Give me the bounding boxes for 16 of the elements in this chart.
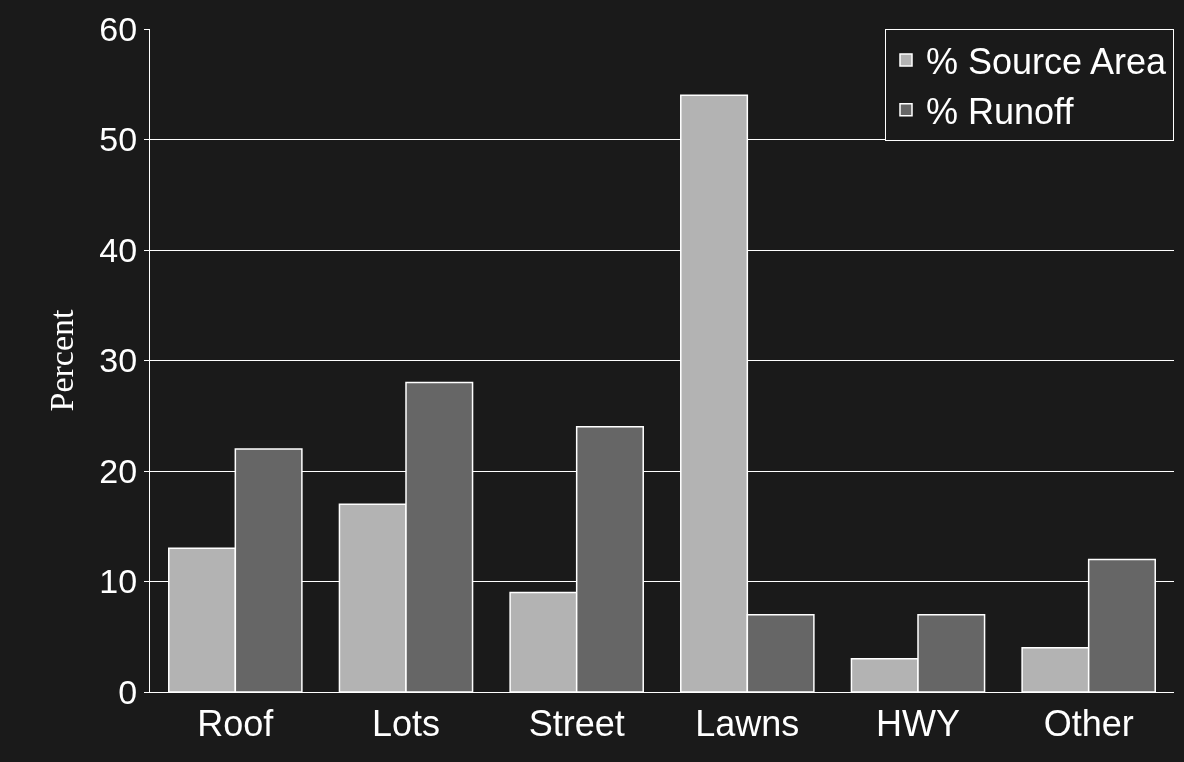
- y-tick-label: 10: [99, 562, 138, 601]
- y-tick-label: 30: [99, 341, 138, 380]
- x-tick-label: Lots: [371, 703, 441, 745]
- x-tick-label: Lawns: [695, 703, 800, 745]
- x-tick-label: Roof: [197, 703, 275, 745]
- x-tick-label: Other: [1043, 703, 1134, 745]
- y-tick-label: 0: [118, 672, 138, 711]
- y-tick-label: 60: [99, 9, 138, 48]
- y-axis-title: Percent: [42, 308, 80, 412]
- x-tick-label: Street: [528, 703, 625, 745]
- legend-label: % Runoff: [926, 90, 1075, 132]
- x-tick-label: HWY: [876, 703, 960, 745]
- legend-label: % Source Area: [926, 40, 1168, 82]
- y-tick-label: 20: [99, 451, 138, 490]
- y-tick-label: 50: [99, 120, 138, 159]
- y-tick-label: 40: [99, 230, 138, 269]
